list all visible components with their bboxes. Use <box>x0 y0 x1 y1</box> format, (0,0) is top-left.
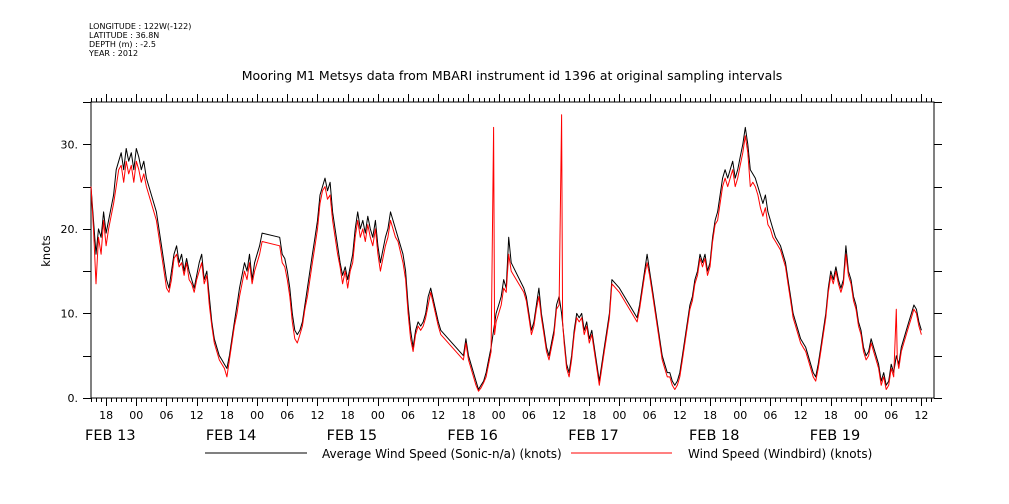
x-date-label: FEB 13 <box>85 428 136 444</box>
x-axis-ticks: 18 00 06 12 18 00 06 12 18 00 06 12 18 00 06 12 18 00 06 12… <box>85 94 932 444</box>
x-tick-label: 12 <box>914 409 928 422</box>
legend: Average Wind Speed (Sonic-n/a) (knots) W… <box>205 447 872 461</box>
y-tick-label: 0. <box>68 392 79 405</box>
series-average-wind-speed <box>90 126 922 390</box>
x-tick-label: 06 <box>401 409 415 422</box>
y-axis-ticks: 0. 10. 20. 30. <box>61 102 942 405</box>
x-tick-label: 12 <box>190 409 204 422</box>
x-tick-label: 00 <box>492 409 506 422</box>
x-tick-label: 06 <box>884 409 898 422</box>
x-tick-label: 18 <box>220 409 234 422</box>
meta-latitude: LATITUDE : 36.8N <box>89 31 159 40</box>
x-tick-label: 12 <box>794 409 808 422</box>
x-tick-label: 18 <box>824 409 838 422</box>
x-tick-label: 12 <box>552 409 566 422</box>
chart-title: Mooring M1 Metsys data from MBARI instru… <box>242 68 783 83</box>
meta-depth: DEPTH (m) : -2.5 <box>89 40 156 49</box>
meta-longitude: LONGITUDE : 122W(-122) <box>89 22 191 31</box>
legend-label-windbird: Wind Speed (Windbird) (knots) <box>688 447 872 461</box>
x-tick-label: 12 <box>431 409 445 422</box>
x-tick-label: 06 <box>643 409 657 422</box>
x-tick-label: 06 <box>763 409 777 422</box>
x-date-label: FEB 18 <box>689 428 740 444</box>
legend-label-average: Average Wind Speed (Sonic-n/a) (knots) <box>322 447 562 461</box>
meta-year: YEAR : 2012 <box>88 49 138 58</box>
x-tick-label: 18 <box>341 409 355 422</box>
y-tick-label: 20. <box>61 223 79 236</box>
x-tick-label: 00 <box>612 409 626 422</box>
x-tick-label: 18 <box>99 409 113 422</box>
y-axis-title: knots <box>39 235 53 267</box>
x-tick-label: 00 <box>129 409 143 422</box>
x-tick-label: 00 <box>733 409 747 422</box>
x-tick-label: 18 <box>461 409 475 422</box>
x-date-label: FEB 15 <box>327 428 378 444</box>
x-tick-label: 12 <box>310 409 324 422</box>
x-tick-label: 06 <box>522 409 536 422</box>
y-tick-label: 10. <box>61 307 79 320</box>
series-windbird-wind-speed <box>90 114 922 392</box>
x-tick-label: 12 <box>673 409 687 422</box>
plot-frame <box>90 101 935 399</box>
x-tick-label: 06 <box>280 409 294 422</box>
x-tick-label: 18 <box>582 409 596 422</box>
x-tick-label: 00 <box>250 409 264 422</box>
x-date-label: FEB 16 <box>447 428 498 444</box>
x-date-label: FEB 14 <box>206 428 257 444</box>
x-tick-label: 00 <box>854 409 868 422</box>
y-tick-label: 30. <box>61 138 79 151</box>
plot-border <box>90 101 935 399</box>
series-layer <box>90 114 922 392</box>
x-tick-label: 06 <box>159 409 173 422</box>
x-date-label: FEB 17 <box>568 428 619 444</box>
x-tick-label: 00 <box>371 409 385 422</box>
x-date-label: FEB 19 <box>810 428 861 444</box>
x-tick-label: 18 <box>703 409 717 422</box>
